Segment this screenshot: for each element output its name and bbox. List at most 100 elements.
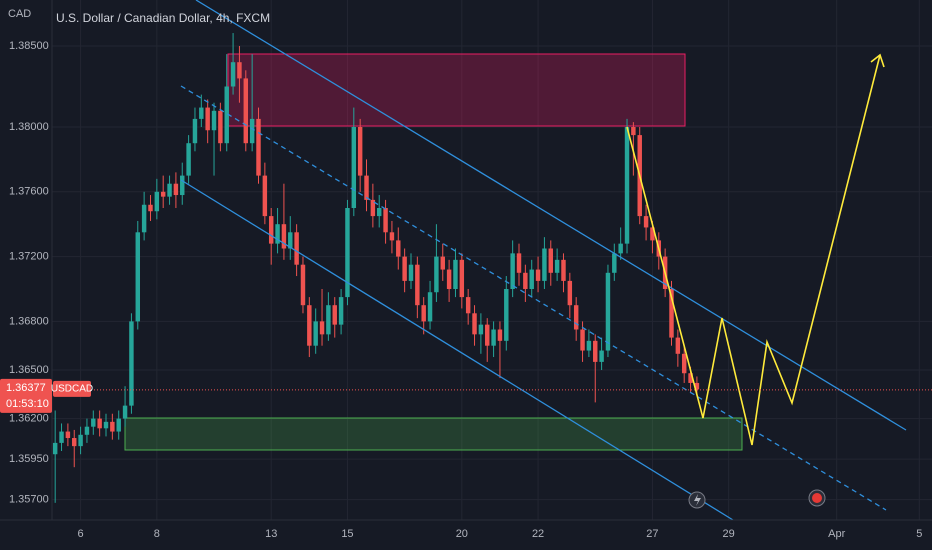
candle-body	[478, 324, 484, 335]
candle-body	[453, 259, 458, 289]
candle-body	[497, 329, 503, 341]
candle-body	[631, 127, 636, 136]
candle-body	[319, 321, 325, 335]
candle-body	[180, 175, 185, 196]
candle-body	[529, 269, 534, 289]
candle-body	[593, 340, 598, 362]
channel-middle	[180, 85, 887, 511]
candle-body	[548, 248, 553, 273]
candle-body	[370, 199, 376, 217]
candle-body	[383, 208, 388, 233]
symbol-label: USDCAD	[51, 384, 93, 395]
candle-body	[675, 337, 681, 354]
candle-body	[446, 269, 452, 289]
price-scale	[0, 0, 52, 520]
candle-body	[459, 259, 465, 298]
candle-body	[364, 175, 369, 200]
countdown-label: 01:53:10	[6, 398, 49, 410]
candle-body	[396, 240, 401, 257]
candle-body	[485, 324, 490, 346]
candle-body	[618, 243, 623, 254]
candle-body	[110, 421, 115, 432]
candle-body	[135, 232, 140, 322]
candle-body	[122, 405, 128, 419]
candle-body	[580, 329, 585, 351]
candle-body	[624, 127, 630, 244]
y-tick-label: 1.36800	[9, 315, 49, 327]
y-tick-label: 1.36200	[9, 412, 49, 424]
candle-body	[332, 305, 337, 325]
x-tick-label: 5	[916, 528, 922, 540]
last-price-box	[0, 378, 52, 413]
axis-unit: CAD	[8, 8, 31, 20]
candle-body	[573, 305, 579, 330]
y-tick-label: 1.36500	[9, 364, 49, 376]
candle-body	[294, 232, 299, 265]
x-tick-label: 22	[532, 528, 544, 540]
candle-body	[103, 421, 109, 429]
event-icon-glyph	[694, 494, 701, 506]
candle-body	[421, 305, 426, 322]
candle-body	[338, 297, 344, 325]
candle-body	[148, 204, 153, 212]
candle-body	[504, 288, 509, 341]
candle-body	[523, 272, 528, 289]
candle-body	[268, 216, 274, 244]
candle-body	[599, 350, 604, 362]
y-tick-label: 1.38500	[9, 40, 49, 52]
candle-body	[141, 204, 147, 233]
candle-body	[116, 418, 121, 432]
candle-body	[643, 216, 649, 228]
x-tick-label: 6	[78, 528, 84, 540]
candle-body	[160, 191, 166, 197]
candle-body	[357, 127, 363, 176]
candle-body	[243, 78, 249, 144]
candle-body	[669, 288, 674, 338]
candle-body	[65, 431, 71, 439]
candle-body	[59, 431, 64, 443]
x-tick-label: Apr	[828, 528, 845, 540]
chart-title: U.S. Dollar / Canadian Dollar, 4h, FXCM	[56, 11, 270, 25]
candle-body	[167, 183, 172, 197]
candle-body	[249, 118, 255, 144]
candle-body	[237, 62, 242, 79]
candle-body	[554, 259, 560, 273]
time-scale	[0, 520, 932, 550]
candle-body	[91, 418, 96, 427]
candle-body	[376, 208, 382, 217]
projection-arrowhead	[870, 53, 885, 68]
supply-zone	[227, 53, 686, 127]
y-tick-label: 1.35950	[9, 453, 49, 465]
candle-body	[230, 62, 236, 87]
candle-body	[389, 232, 395, 241]
y-tick-label: 1.37200	[9, 251, 49, 263]
candle-body	[586, 340, 592, 351]
candles	[52, 33, 700, 503]
candle-body	[72, 438, 77, 447]
y-tick-label: 1.37600	[9, 186, 49, 198]
candle-body	[612, 253, 617, 273]
candle-body	[199, 107, 204, 119]
candle-body	[300, 264, 306, 306]
candle-body	[186, 143, 191, 176]
y-tick-label: 1.35700	[9, 493, 49, 505]
last-price-label: 1.36377	[6, 382, 46, 394]
projection-path	[626, 54, 881, 446]
candle-body	[345, 208, 350, 298]
channel-upper	[195, 0, 907, 431]
candle-body	[173, 183, 179, 196]
candle-body	[567, 280, 573, 306]
demand-zone	[124, 417, 743, 451]
candle-body	[688, 373, 693, 383]
candle-body	[434, 256, 439, 293]
candle-body	[440, 256, 445, 270]
candle-body	[154, 191, 160, 212]
x-tick-label: 20	[456, 528, 468, 540]
candle-body	[205, 107, 210, 131]
candle-body	[561, 259, 566, 281]
candle-body	[427, 292, 433, 322]
candle-body	[402, 256, 407, 281]
